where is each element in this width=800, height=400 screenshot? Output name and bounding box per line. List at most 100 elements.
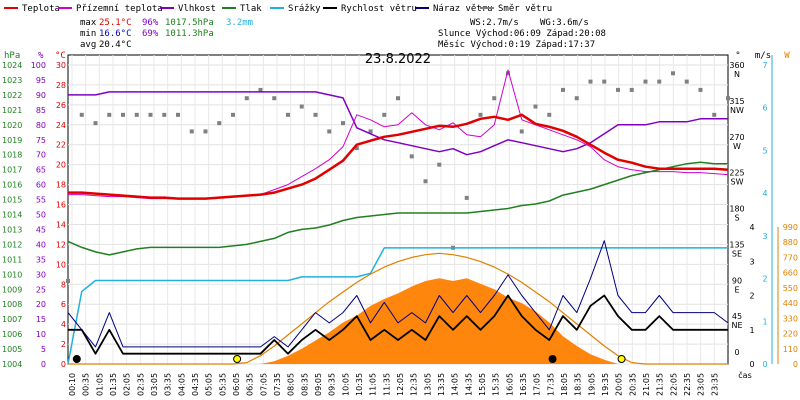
moonset-marker	[548, 355, 557, 363]
tick-pct: 50	[36, 211, 46, 220]
tick-time: 15:05	[478, 373, 487, 396]
tick-time: 12:05	[396, 373, 405, 396]
axis-unit-ms: m/s	[755, 51, 771, 61]
tick-degc: 12	[56, 240, 66, 249]
series-radiation-area	[68, 278, 728, 364]
tick-pct: 45	[36, 225, 46, 234]
tick-time: 03:35	[164, 373, 173, 396]
stat-min-press: 1011.3hPa	[165, 29, 214, 39]
axis-unit-degc: °C	[55, 51, 66, 61]
legend-label: Teplota	[22, 4, 60, 14]
tick-pct: 85	[36, 106, 46, 115]
tick-pct: 80	[36, 121, 46, 130]
tick-time: 16:05	[505, 373, 514, 396]
tick-hpa: 1011	[2, 255, 22, 264]
wind-direction-point	[272, 96, 277, 101]
tick-wm2: 220	[783, 330, 798, 339]
tick-time: 04:05	[177, 373, 186, 396]
wind-direction-point	[547, 112, 552, 117]
stat-min-hum: 69%	[142, 29, 159, 39]
tick-dir-name: SW	[731, 178, 744, 187]
stat-max-temp: 25.1°C	[99, 18, 132, 28]
tick-dir: 315	[729, 97, 744, 106]
series-theoretical-radiation	[68, 252, 728, 365]
tick-dir: 135	[729, 240, 744, 249]
tick-time: 19:35	[601, 373, 610, 396]
tick-time: 21:35	[656, 373, 665, 396]
series-wind-gust	[67, 240, 729, 348]
axis-unit-pct: %	[38, 51, 44, 61]
wind-direction-point	[657, 79, 662, 84]
stat-wg: WG:3.6m/s	[540, 18, 589, 28]
stat-avg-temp: 20.4°C	[99, 40, 132, 50]
tick-pct: 75	[36, 136, 46, 145]
wind-direction-point	[203, 129, 208, 134]
sunset-marker	[617, 355, 626, 363]
wind-direction-point	[561, 87, 565, 92]
tick-dir-name: N	[734, 70, 740, 79]
tick-time: 12:35	[410, 373, 419, 396]
tick-pct: 25	[36, 285, 46, 294]
tick-hpa: 1023	[2, 76, 22, 85]
wind-direction-point	[698, 87, 703, 92]
wind-direction-point	[341, 121, 345, 126]
wind-direction-point	[176, 112, 180, 117]
tick-time: 01:35	[109, 373, 118, 396]
wind-direction-point	[189, 129, 194, 134]
tick-hpa: 1017	[2, 166, 22, 175]
tick-dir: 180	[729, 205, 744, 214]
axis-unit-time: čas	[738, 370, 751, 380]
wind-direction-point	[478, 112, 483, 117]
tick-pct: 35	[36, 255, 46, 264]
tick-dir-name: E	[734, 285, 739, 294]
tick-hpa: 1010	[2, 270, 22, 279]
tick-hpa: 1013	[2, 225, 22, 234]
tick-degc: 20	[56, 161, 66, 170]
wind-direction-point	[217, 121, 222, 126]
tick-dir: 0	[734, 348, 739, 357]
series-humidity	[68, 91, 728, 156]
wind-direction-point	[244, 96, 249, 101]
series-temperature	[68, 113, 729, 200]
tick-ms: 3	[762, 232, 767, 241]
tick-time: 22:05	[669, 373, 678, 396]
tick-dir-name: NW	[730, 106, 744, 115]
wind-direction-point	[409, 154, 414, 159]
wind-direction-point	[121, 112, 125, 117]
tick-degc: 10	[56, 260, 66, 269]
tick-dir-name: SE	[732, 249, 742, 258]
tick-hpa: 1005	[2, 345, 22, 354]
axis-unit-wm2: W	[784, 51, 790, 61]
wind-direction-point	[726, 96, 730, 101]
tick-hpa: 1019	[2, 136, 22, 145]
wind-direction-point	[616, 87, 620, 92]
tick-pct: 40	[36, 240, 46, 249]
tick-pct: 60	[36, 181, 46, 190]
wind-direction-point	[671, 71, 675, 76]
legend-label: Přízemní teplota	[76, 4, 163, 14]
tick-degc: 16	[56, 201, 66, 210]
wind-direction-point	[66, 278, 70, 283]
tick-hpa: 1014	[2, 211, 22, 220]
tick-time: 14:35	[464, 373, 473, 396]
tick-time: 03:05	[150, 373, 159, 396]
stat-max-label: max	[80, 18, 97, 28]
tick-pct: 95	[36, 76, 46, 85]
tick-ms: 0	[762, 360, 767, 369]
tick-wm2: 330	[783, 314, 798, 323]
tick-time: 05:35	[218, 373, 227, 396]
tick-time: 00:35	[82, 373, 91, 396]
wind-direction-point	[492, 96, 497, 101]
stat-max-hum: 96%	[142, 18, 159, 28]
series-wind-speed	[68, 294, 728, 355]
tick-degc: 0	[61, 360, 66, 369]
tick-time: 18:05	[560, 373, 569, 396]
tick-time: 07:05	[259, 373, 268, 396]
tick-hpa: 1016	[2, 181, 22, 190]
tick-hpa: 1012	[2, 240, 22, 249]
legend-label: Vlhkost	[178, 4, 216, 14]
tick-time: 00:10	[68, 373, 77, 396]
tick-ms-wind: 4	[749, 223, 754, 232]
tick-dir: 225	[729, 169, 744, 178]
